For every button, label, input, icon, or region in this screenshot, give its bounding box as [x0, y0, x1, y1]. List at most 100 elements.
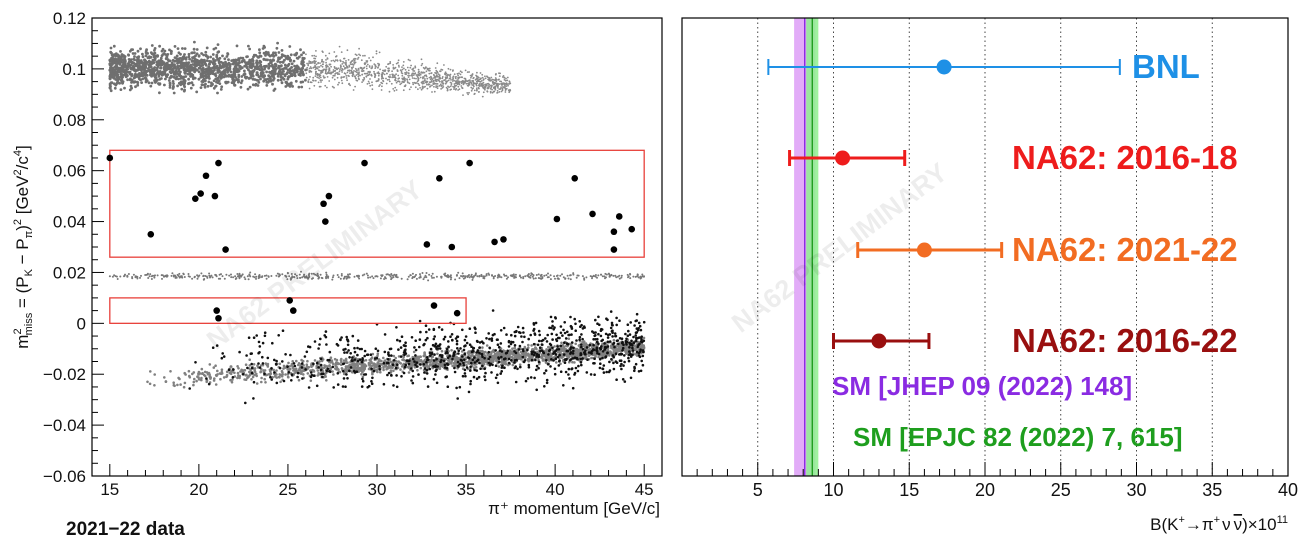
background-event-point: [434, 71, 436, 74]
background-event-point: [429, 363, 433, 367]
background-event-point: [500, 276, 503, 279]
background-event-point: [455, 84, 458, 87]
background-event-point: [498, 83, 501, 85]
background-event-point: [390, 277, 393, 280]
background-event-point: [454, 76, 457, 78]
background-event-point: [344, 357, 348, 361]
background-event-point: [168, 63, 172, 67]
background-event-point: [462, 94, 464, 96]
background-event-point: [371, 84, 374, 86]
background-event-point: [243, 368, 247, 372]
background-event-point: [501, 87, 504, 90]
background-event-point: [448, 86, 450, 89]
background-event-point: [212, 366, 216, 369]
background-event-point: [347, 74, 350, 77]
background-event-point: [138, 59, 141, 63]
background-event-point: [262, 44, 266, 48]
background-event-point: [608, 275, 611, 278]
background-event-point: [311, 368, 314, 372]
background-event-point: [317, 274, 319, 277]
background-event-point: [293, 70, 296, 74]
background-event-point: [436, 70, 439, 73]
background-event-point: [591, 277, 593, 280]
background-event-point: [423, 351, 426, 354]
background-event-point: [147, 55, 151, 58]
background-event-point: [113, 65, 117, 69]
background-event-point: [216, 43, 220, 46]
background-event-point: [191, 56, 195, 60]
background-event-point: [233, 74, 237, 78]
background-event-point: [192, 380, 196, 384]
background-event-point: [603, 275, 606, 278]
background-event-point: [199, 86, 203, 89]
background-event-point: [497, 273, 500, 276]
background-event-point: [212, 47, 216, 51]
background-event-point: [330, 72, 332, 75]
background-event-point: [507, 276, 509, 279]
background-event-point: [477, 86, 480, 89]
background-event-point: [390, 273, 393, 276]
background-event-point: [383, 359, 387, 362]
background-event-point: [454, 278, 457, 281]
background-event-point: [239, 85, 243, 89]
background-event-point: [447, 67, 450, 70]
background-event-point: [452, 75, 455, 78]
background-event-point: [319, 79, 322, 82]
background-event-point: [171, 272, 174, 275]
background-event-point: [397, 78, 400, 80]
background-event-point: [363, 72, 366, 75]
background-event-point: [642, 336, 646, 340]
background-event-point: [269, 79, 273, 83]
background-event-point: [378, 63, 381, 66]
background-event-point: [376, 354, 379, 358]
background-event-point: [369, 78, 371, 80]
background-event-point: [305, 76, 308, 79]
background-event-point: [374, 65, 377, 67]
background-event-point: [219, 65, 223, 69]
background-event-point: [248, 71, 252, 75]
background-event-point: [387, 69, 390, 72]
background-event-point: [301, 66, 304, 70]
background-event-point: [334, 362, 338, 366]
background-event-point: [111, 66, 115, 70]
background-event-point: [537, 277, 540, 279]
background-event-point: [389, 74, 391, 76]
background-event-point: [331, 85, 334, 88]
background-event-point: [331, 370, 334, 373]
background-event-point: [385, 82, 388, 85]
background-event-point: [449, 73, 452, 76]
background-event-point: [181, 58, 185, 61]
background-event-point: [356, 71, 358, 74]
background-event-point: [304, 78, 307, 82]
background-event-point: [585, 276, 588, 279]
background-event-point: [409, 274, 412, 277]
background-event-point: [197, 54, 201, 57]
background-event-point: [225, 55, 229, 58]
background-event-point: [314, 72, 317, 75]
background-event-point: [366, 274, 369, 277]
background-event-point: [205, 59, 209, 62]
background-event-point: [572, 273, 575, 276]
background-event-point: [458, 82, 461, 84]
background-event-point: [555, 361, 558, 364]
background-event-point: [435, 360, 438, 363]
background-event-point: [330, 359, 334, 362]
background-event-point: [365, 75, 368, 78]
background-event-point: [411, 75, 414, 77]
background-event-point: [171, 80, 175, 83]
background-event-point: [300, 358, 303, 362]
background-event-point: [294, 367, 298, 371]
background-event-point: [543, 274, 546, 277]
background-event-point: [567, 355, 571, 359]
background-event-point: [258, 51, 262, 55]
background-event-point: [147, 63, 151, 67]
background-event-point: [370, 74, 373, 77]
background-event-point: [111, 275, 114, 278]
background-event-point: [133, 80, 137, 84]
background-event-point: [421, 82, 424, 85]
background-event-point: [140, 274, 142, 277]
background-event-point: [169, 68, 173, 71]
background-event-point: [341, 71, 343, 73]
background-event-point: [113, 274, 116, 277]
background-event-point: [393, 74, 396, 77]
